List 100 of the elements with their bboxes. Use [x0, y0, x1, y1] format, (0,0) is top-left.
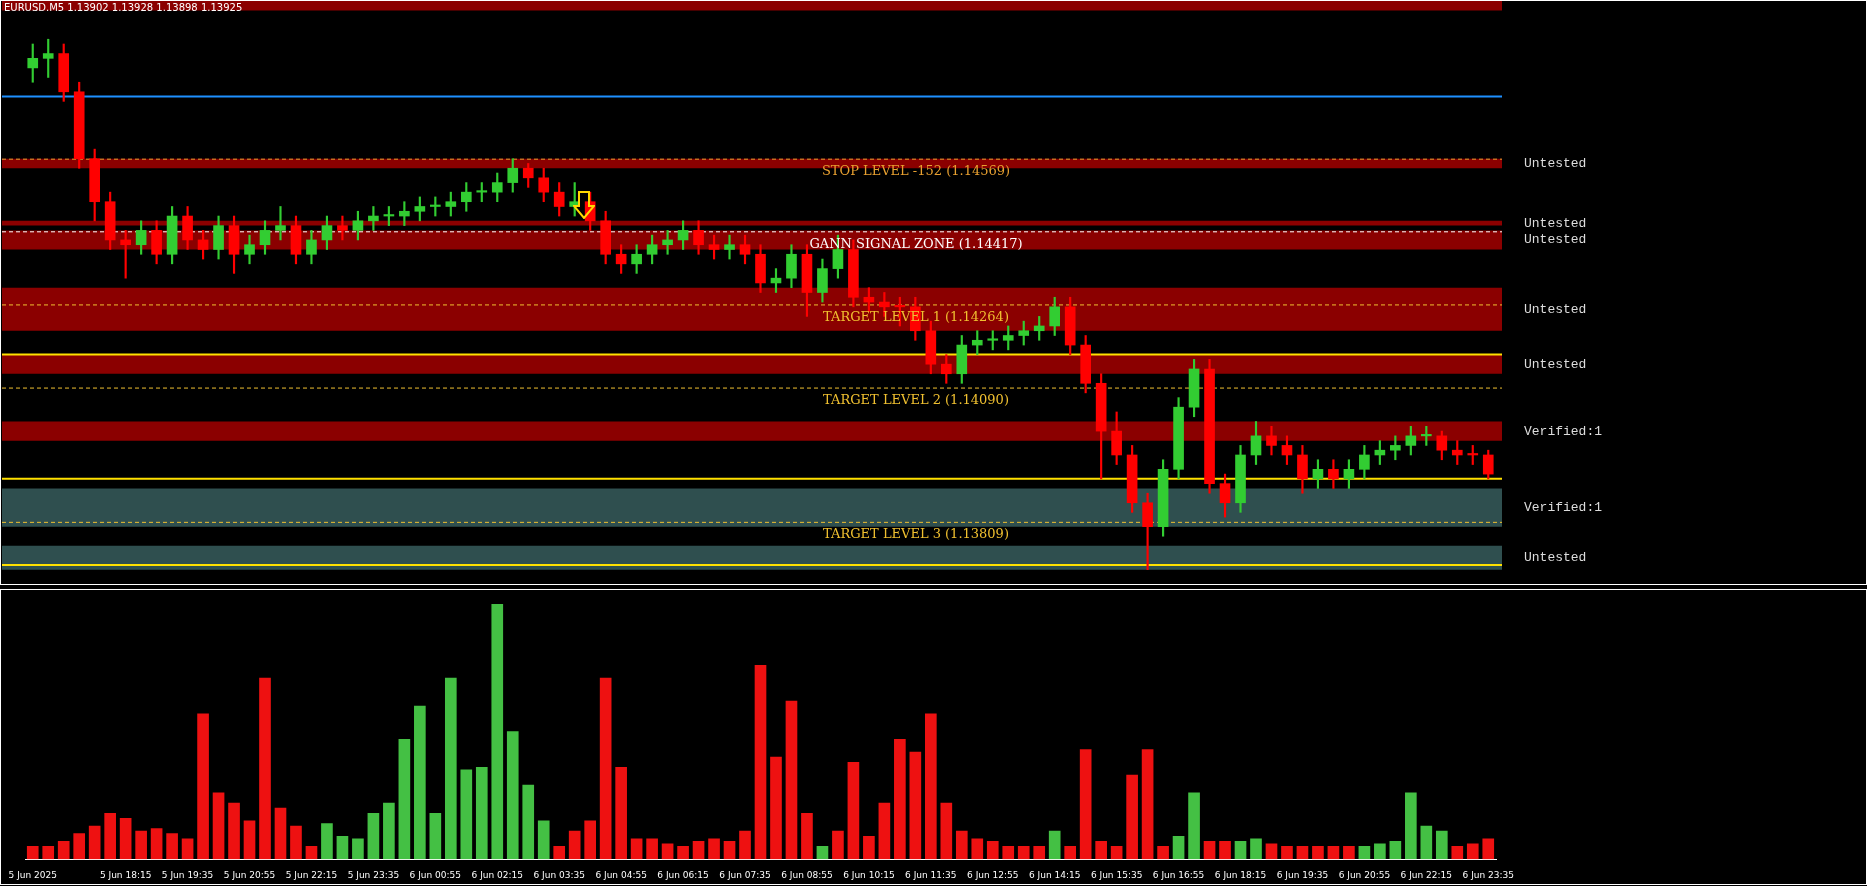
- x-tick-label: 6 Jun 22:15: [1400, 869, 1453, 880]
- candlestick: [724, 234, 735, 260]
- bar: [692, 841, 705, 860]
- bar: [1219, 841, 1231, 860]
- bar: [925, 713, 937, 860]
- bar: [475, 767, 488, 860]
- chart-title: EURUSD.M5 1.13902 1.13928 1.13898 1.13925: [4, 2, 243, 13]
- bar: [708, 838, 720, 860]
- bar: [181, 838, 194, 860]
- bar: [1064, 846, 1077, 860]
- bar: [166, 833, 178, 860]
- bar: [909, 751, 922, 860]
- candlestick: [1266, 425, 1277, 456]
- ref-line-label: TARGET LEVEL 2 (1.14090): [823, 391, 1009, 407]
- bar: [135, 830, 147, 860]
- x-tick-label: 6 Jun 10:15: [843, 869, 895, 880]
- x-tick-label: 6 Jun 07:35: [719, 869, 771, 880]
- bar: [940, 802, 953, 860]
- bar: [770, 756, 782, 860]
- x-tick-label: 5 Jun 23:35: [347, 869, 400, 880]
- bar: [986, 841, 999, 860]
- bar: [444, 677, 457, 860]
- bar: [553, 846, 566, 860]
- ref-line-label: TARGET LEVEL 3 (1.13809): [823, 526, 1009, 542]
- bar: [460, 769, 473, 860]
- bar: [646, 838, 658, 860]
- bar: [367, 812, 380, 860]
- x-tick-label: 6 Jun 02:15: [471, 869, 523, 880]
- bar: [73, 833, 86, 860]
- x-tick-label: 6 Jun 04:55: [595, 869, 647, 880]
- bar: [1451, 846, 1464, 860]
- bar: [847, 761, 860, 860]
- text: Untested: [1524, 301, 1587, 317]
- x-tick-label: 6 Jun 06:15: [657, 869, 709, 880]
- bar: [1110, 846, 1123, 860]
- bar: [336, 835, 349, 860]
- bar: [955, 830, 968, 860]
- text: Untested: [1524, 356, 1587, 372]
- bar: [491, 604, 504, 860]
- bar: [816, 846, 829, 860]
- bar: [1327, 846, 1340, 860]
- bar: [88, 825, 101, 860]
- bar: [1405, 792, 1417, 860]
- bar: [661, 843, 674, 860]
- bar: [1420, 825, 1433, 860]
- x-tick-label: 5 Jun 2025: [8, 869, 57, 880]
- x-tick-label: 6 Jun 16:55: [1152, 869, 1205, 880]
- bar: [723, 841, 736, 860]
- x-tick-label: 5 Jun 18:15: [99, 869, 152, 880]
- bar: [1033, 846, 1046, 860]
- bar: [1002, 846, 1015, 860]
- text: Untested: [1524, 215, 1587, 231]
- bar: [26, 846, 39, 860]
- bar: [801, 812, 813, 860]
- bar: [1435, 830, 1448, 860]
- bar: [150, 828, 163, 860]
- bar: [383, 802, 395, 860]
- bar: [1048, 830, 1061, 860]
- bar: [568, 830, 581, 860]
- bar: [290, 825, 302, 860]
- bar: [1172, 835, 1185, 860]
- x-tick-label: 6 Jun 19:35: [1276, 869, 1329, 880]
- bar: [863, 835, 875, 860]
- x-tick-label: 5 Jun 22:15: [285, 869, 338, 880]
- bar: [537, 820, 550, 860]
- bar: [243, 820, 256, 860]
- text: Untested: [1524, 155, 1587, 171]
- x-tick-label: 6 Jun 11:35: [905, 869, 957, 880]
- x-tick-label: 6 Jun 15:35: [1090, 869, 1143, 880]
- bar: [1374, 843, 1386, 860]
- bar: [506, 731, 519, 860]
- bar: [1482, 838, 1495, 860]
- bar: [398, 738, 411, 860]
- bar: [1466, 843, 1479, 860]
- bar: [429, 812, 442, 860]
- candlestick: [337, 215, 348, 241]
- bar: [1095, 841, 1107, 860]
- bar: [42, 846, 55, 860]
- bar: [1234, 841, 1247, 860]
- text: Untested: [1524, 232, 1587, 248]
- bar: [414, 705, 426, 860]
- bar: [1312, 846, 1324, 860]
- bar: [352, 838, 364, 860]
- text: Untested: [1524, 550, 1587, 566]
- x-tick-label: 6 Jun 14:15: [1028, 869, 1081, 880]
- bar: [971, 838, 984, 860]
- bar: [615, 767, 627, 860]
- x-tick-label: 6 Jun 03:35: [533, 869, 585, 880]
- bar: [739, 830, 751, 860]
- bar: [274, 807, 287, 860]
- bar: [1265, 843, 1278, 860]
- candlestick: [275, 206, 286, 241]
- bar: [878, 802, 891, 860]
- bar: [119, 818, 132, 860]
- x-tick-label: 6 Jun 20:55: [1338, 869, 1391, 880]
- bar: [599, 677, 612, 860]
- bar: [630, 838, 643, 860]
- bar: [1343, 846, 1355, 860]
- bar: [677, 846, 689, 860]
- bar: [584, 820, 596, 860]
